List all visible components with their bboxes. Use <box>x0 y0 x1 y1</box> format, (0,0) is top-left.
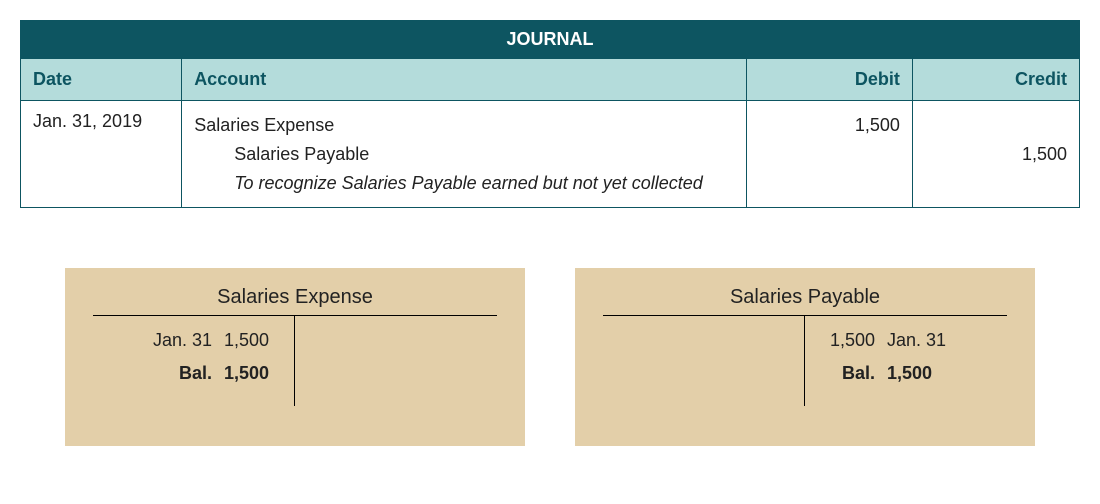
t-account-salaries-expense: Salaries Expense Jan. 31 1,500 Bal. 1,50… <box>65 268 525 446</box>
t-account-balance-row: Bal. 1,500 <box>805 357 1007 389</box>
entry-narration: To recognize Salaries Payable earned but… <box>194 169 734 198</box>
t-row-label: Bal. <box>93 357 220 389</box>
t-account-balance-row: Bal. 1,500 <box>93 357 294 389</box>
journal-table: JOURNAL Date Account Debit Credit Jan. 3… <box>20 20 1080 208</box>
t-row-amount: 1,500 <box>220 357 294 389</box>
t-row-bal-label: Bal. <box>805 357 879 389</box>
t-account-title: Salaries Expense <box>93 286 497 316</box>
entry-account-cell: Salaries Expense Salaries Payable To rec… <box>182 101 747 208</box>
entry-credit-cell: 1,500 <box>912 101 1079 208</box>
entry-line2-account: Salaries Payable <box>194 140 369 169</box>
header-debit: Debit <box>746 59 912 101</box>
t-row-amount: 1,500 <box>220 324 294 356</box>
t-account-debit-side: Jan. 31 1,500 Bal. 1,500 <box>93 316 295 406</box>
entry-debit-cell: 1,500 <box>746 101 912 208</box>
header-credit: Credit <box>912 59 1079 101</box>
t-account-credit-side <box>295 316 497 406</box>
t-account-credit-side: 1,500 Jan. 31 Bal. 1,500 <box>805 316 1007 406</box>
entry-line1-account: Salaries Expense <box>194 111 734 140</box>
header-account: Account <box>182 59 747 101</box>
journal-title: JOURNAL <box>21 21 1080 59</box>
t-account-row: 1,500 Jan. 31 <box>805 324 1007 356</box>
t-row-label: Jan. 31 <box>93 324 220 356</box>
t-row-amount: 1,500 <box>805 324 879 356</box>
t-account-title: Salaries Payable <box>603 286 1007 316</box>
entry-line2-credit: 1,500 <box>925 140 1067 169</box>
t-account-row: Jan. 31 1,500 <box>93 324 294 356</box>
header-date: Date <box>21 59 182 101</box>
entry-line1-debit: 1,500 <box>759 111 900 140</box>
t-account-debit-side <box>603 316 805 406</box>
entry-date: Jan. 31, 2019 <box>21 101 182 208</box>
t-row-bal-amount: 1,500 <box>879 357 1007 389</box>
t-row-label: Jan. 31 <box>879 324 1007 356</box>
t-accounts-container: Salaries Expense Jan. 31 1,500 Bal. 1,50… <box>20 268 1080 446</box>
t-account-salaries-payable: Salaries Payable 1,500 Jan. 31 Bal. 1,50… <box>575 268 1035 446</box>
